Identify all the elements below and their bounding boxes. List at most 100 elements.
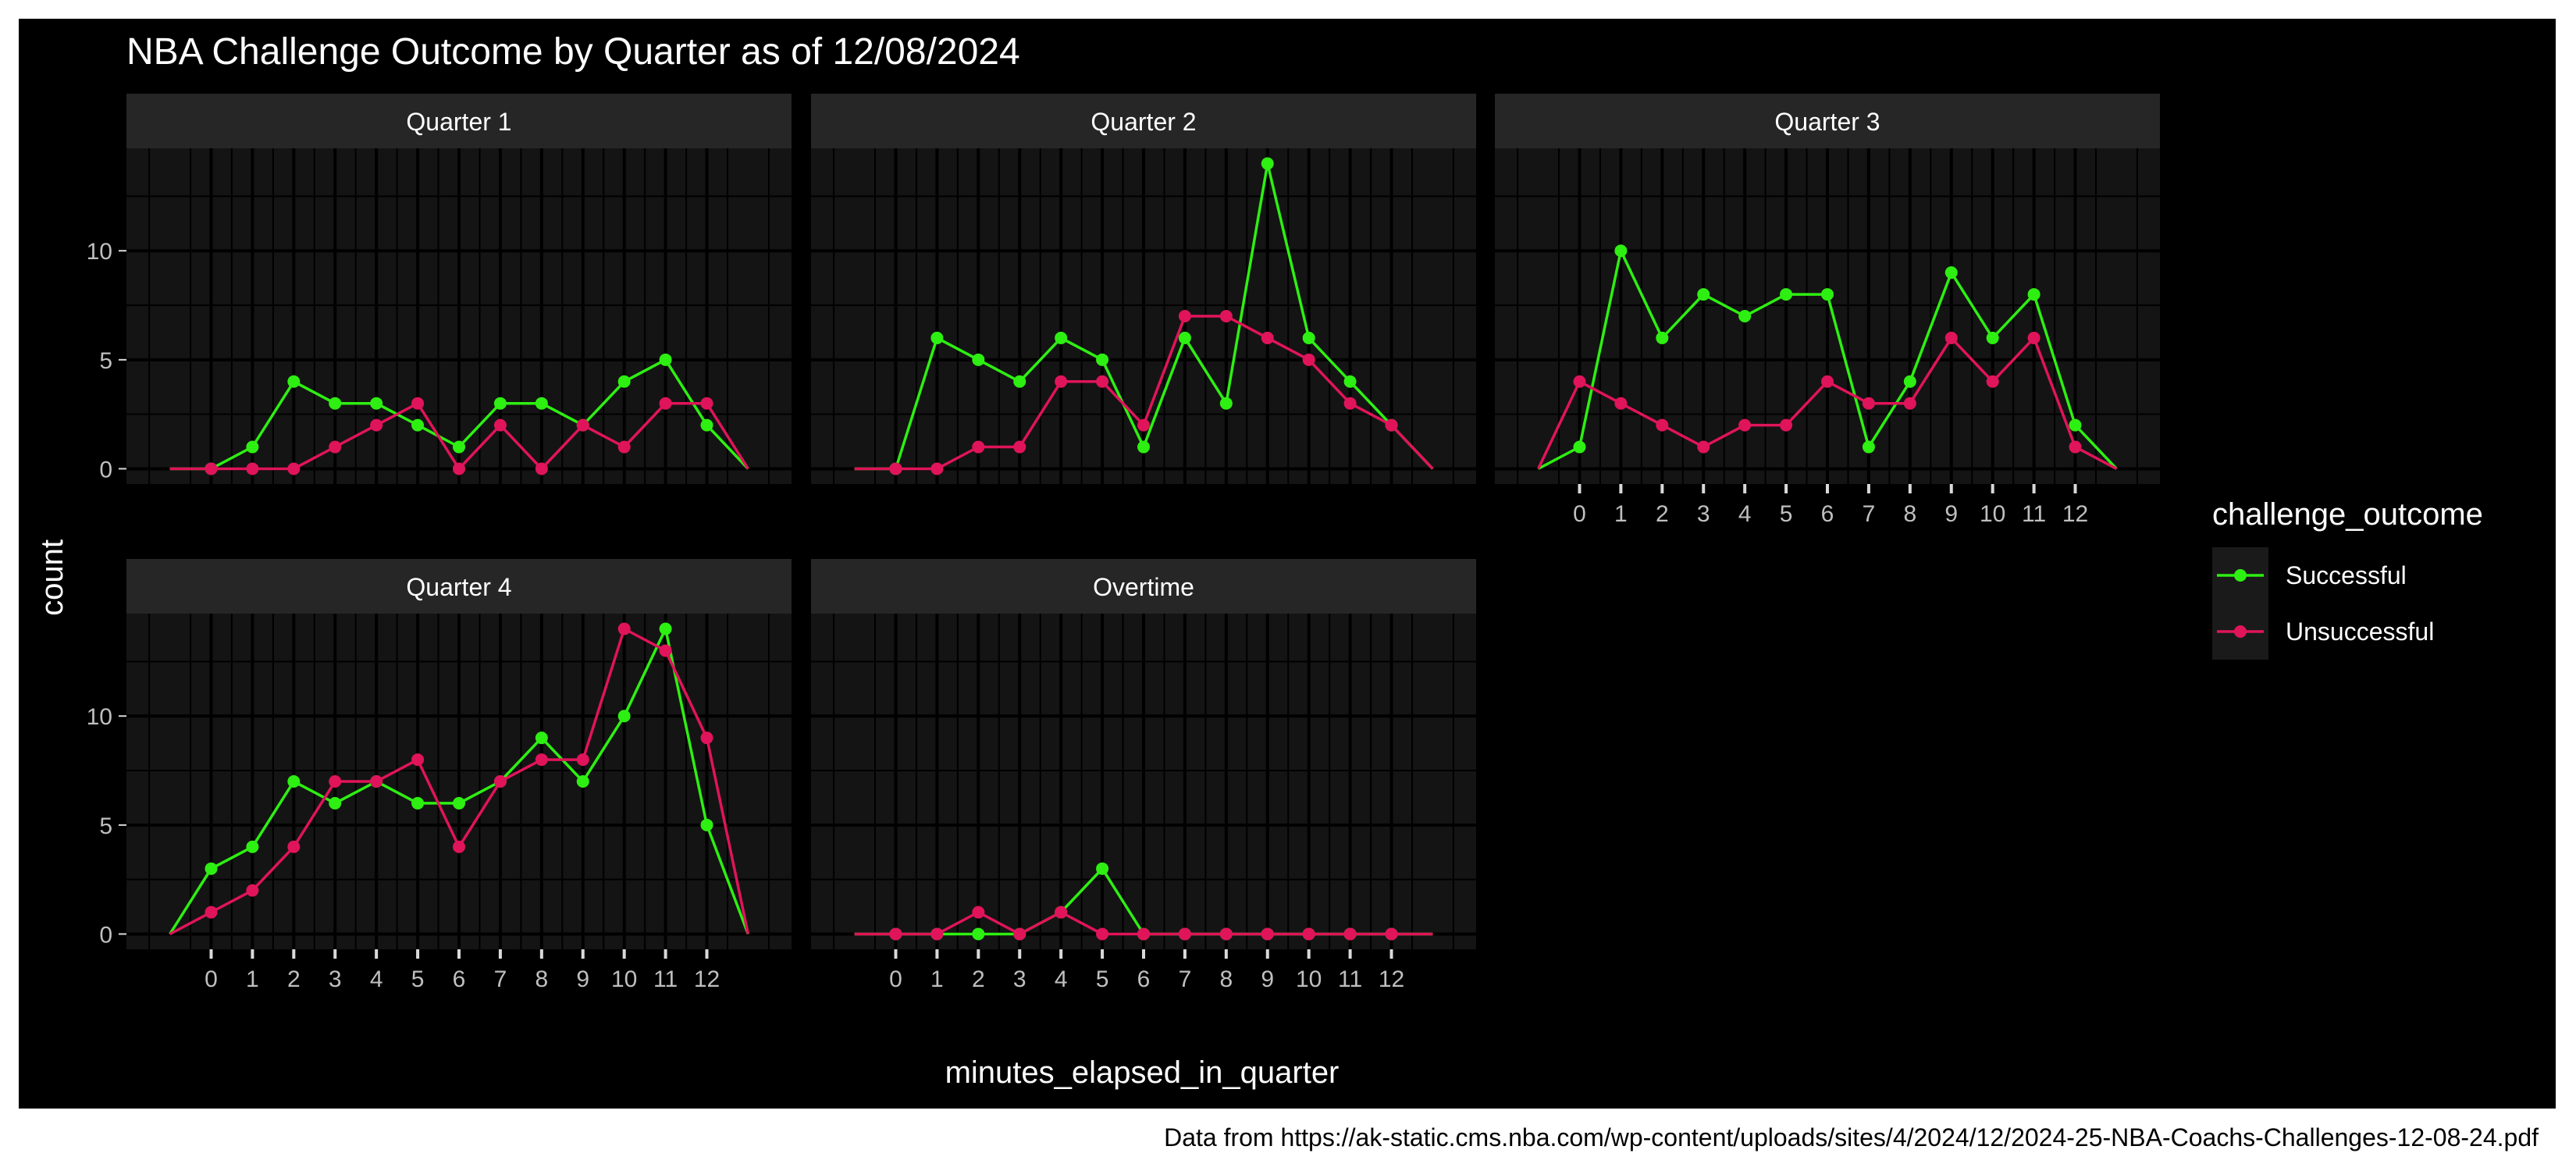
data-point-unsuccessful [370, 418, 383, 432]
facet-label: Quarter 3 [1774, 108, 1880, 136]
data-point-unsuccessful [1096, 927, 1109, 941]
data-point-successful [700, 818, 713, 831]
data-point-successful [972, 353, 985, 366]
x-tick-label: 6 [1821, 501, 1834, 527]
facet-strip [126, 94, 792, 148]
data-point-successful [493, 397, 507, 410]
data-point-unsuccessful [576, 418, 589, 432]
data-point-unsuccessful [576, 753, 589, 767]
data-point-unsuccessful [1261, 927, 1274, 941]
data-point-successful [1055, 331, 1068, 344]
data-point-unsuccessful [1697, 440, 1710, 454]
data-point-successful [2069, 418, 2082, 432]
data-point-unsuccessful [659, 644, 672, 657]
panel-quarter-3: Quarter 30 1 2 3 4 5 6 7 8 9 10 11 12 [1495, 94, 2160, 527]
panel-quarter-2: Quarter 2 [811, 94, 1476, 484]
data-point-unsuccessful [205, 906, 218, 919]
x-tick-label: 10 [1296, 966, 1322, 992]
x-tick-label: 7 [1863, 501, 1876, 527]
data-point-successful [1261, 157, 1274, 170]
legend-key-point [2234, 569, 2247, 582]
data-point-successful [617, 710, 631, 723]
data-point-successful [246, 840, 259, 853]
x-tick-label: 4 [1738, 501, 1752, 527]
x-tick-label: 3 [1697, 501, 1710, 527]
x-tick-label: 9 [1261, 966, 1274, 992]
x-tick-label: 4 [1055, 966, 1068, 992]
x-tick-label: 12 [1379, 966, 1404, 992]
legend-label: Successful [2286, 561, 2407, 589]
data-point-unsuccessful [453, 462, 465, 475]
data-point-successful [1944, 266, 1958, 279]
data-point-successful [1780, 288, 1793, 301]
data-point-unsuccessful [1219, 927, 1233, 941]
data-point-unsuccessful [1261, 331, 1274, 344]
x-axis-label: minutes_elapsed_in_quarter [945, 1055, 1340, 1090]
data-point-successful [1343, 375, 1357, 388]
data-point-unsuccessful [1178, 310, 1191, 322]
data-point-successful [205, 862, 218, 875]
data-point-unsuccessful [889, 462, 902, 475]
y-tick-label: 5 [99, 348, 112, 374]
facet-strip [126, 559, 792, 614]
x-tick-label: 2 [1656, 501, 1669, 527]
data-point-unsuccessful [1055, 906, 1068, 919]
data-point-successful [1697, 288, 1710, 301]
data-point-unsuccessful [617, 440, 631, 454]
x-tick-label: 5 [411, 966, 425, 992]
data-point-successful [535, 731, 548, 745]
legend-key-point [2234, 625, 2247, 638]
data-point-unsuccessful [329, 775, 342, 788]
y-tick-label: 5 [99, 813, 112, 839]
data-point-successful [1302, 331, 1315, 344]
x-tick-label: 2 [972, 966, 985, 992]
data-point-unsuccessful [1986, 375, 1999, 388]
x-tick-label: 12 [2062, 501, 2088, 527]
data-point-unsuccessful [617, 622, 631, 635]
y-tick-label: 0 [99, 922, 112, 948]
legend: challenge_outcome Successful Unsuccessful [2212, 497, 2483, 660]
data-point-unsuccessful [2027, 331, 2041, 344]
data-point-successful [411, 796, 425, 810]
data-point-successful [1137, 440, 1150, 454]
facet-label: Overtime [1093, 573, 1194, 601]
data-point-successful [617, 375, 631, 388]
x-tick-label: 1 [1614, 501, 1628, 527]
data-point-unsuccessful [453, 840, 465, 853]
data-point-successful [453, 796, 465, 810]
x-tick-label: 4 [370, 966, 383, 992]
data-point-successful [1821, 288, 1834, 301]
legend-entry-unsuccessful: Unsuccessful [2217, 618, 2434, 646]
data-point-unsuccessful [205, 462, 218, 475]
x-tick-label: 10 [611, 966, 637, 992]
data-point-unsuccessful [1302, 927, 1315, 941]
x-tick-label: 6 [1137, 966, 1151, 992]
data-point-successful [1862, 440, 1875, 454]
x-tick-label: 0 [1573, 501, 1586, 527]
x-tick-label: 0 [889, 966, 902, 992]
data-point-successful [576, 775, 589, 788]
data-point-successful [1096, 353, 1109, 366]
data-point-unsuccessful [246, 884, 259, 897]
legend-label: Unsuccessful [2286, 618, 2434, 646]
data-point-successful [659, 622, 672, 635]
data-point-successful [287, 775, 301, 788]
x-tick-label: 11 [1338, 966, 1362, 992]
x-tick-label: 0 [205, 966, 218, 992]
data-point-unsuccessful [329, 440, 342, 454]
data-point-successful [1614, 244, 1628, 258]
data-point-unsuccessful [1385, 927, 1398, 941]
x-tick-label: 10 [1980, 501, 2005, 527]
data-point-unsuccessful [1573, 375, 1586, 388]
x-tick-label: 12 [694, 966, 720, 992]
x-tick-label: 9 [576, 966, 589, 992]
data-point-successful [1178, 331, 1191, 344]
data-point-successful [1656, 331, 1669, 344]
data-point-unsuccessful [1862, 397, 1875, 410]
y-axis-label: count [35, 539, 69, 616]
data-point-unsuccessful [1944, 331, 1958, 344]
data-point-successful [411, 418, 425, 432]
